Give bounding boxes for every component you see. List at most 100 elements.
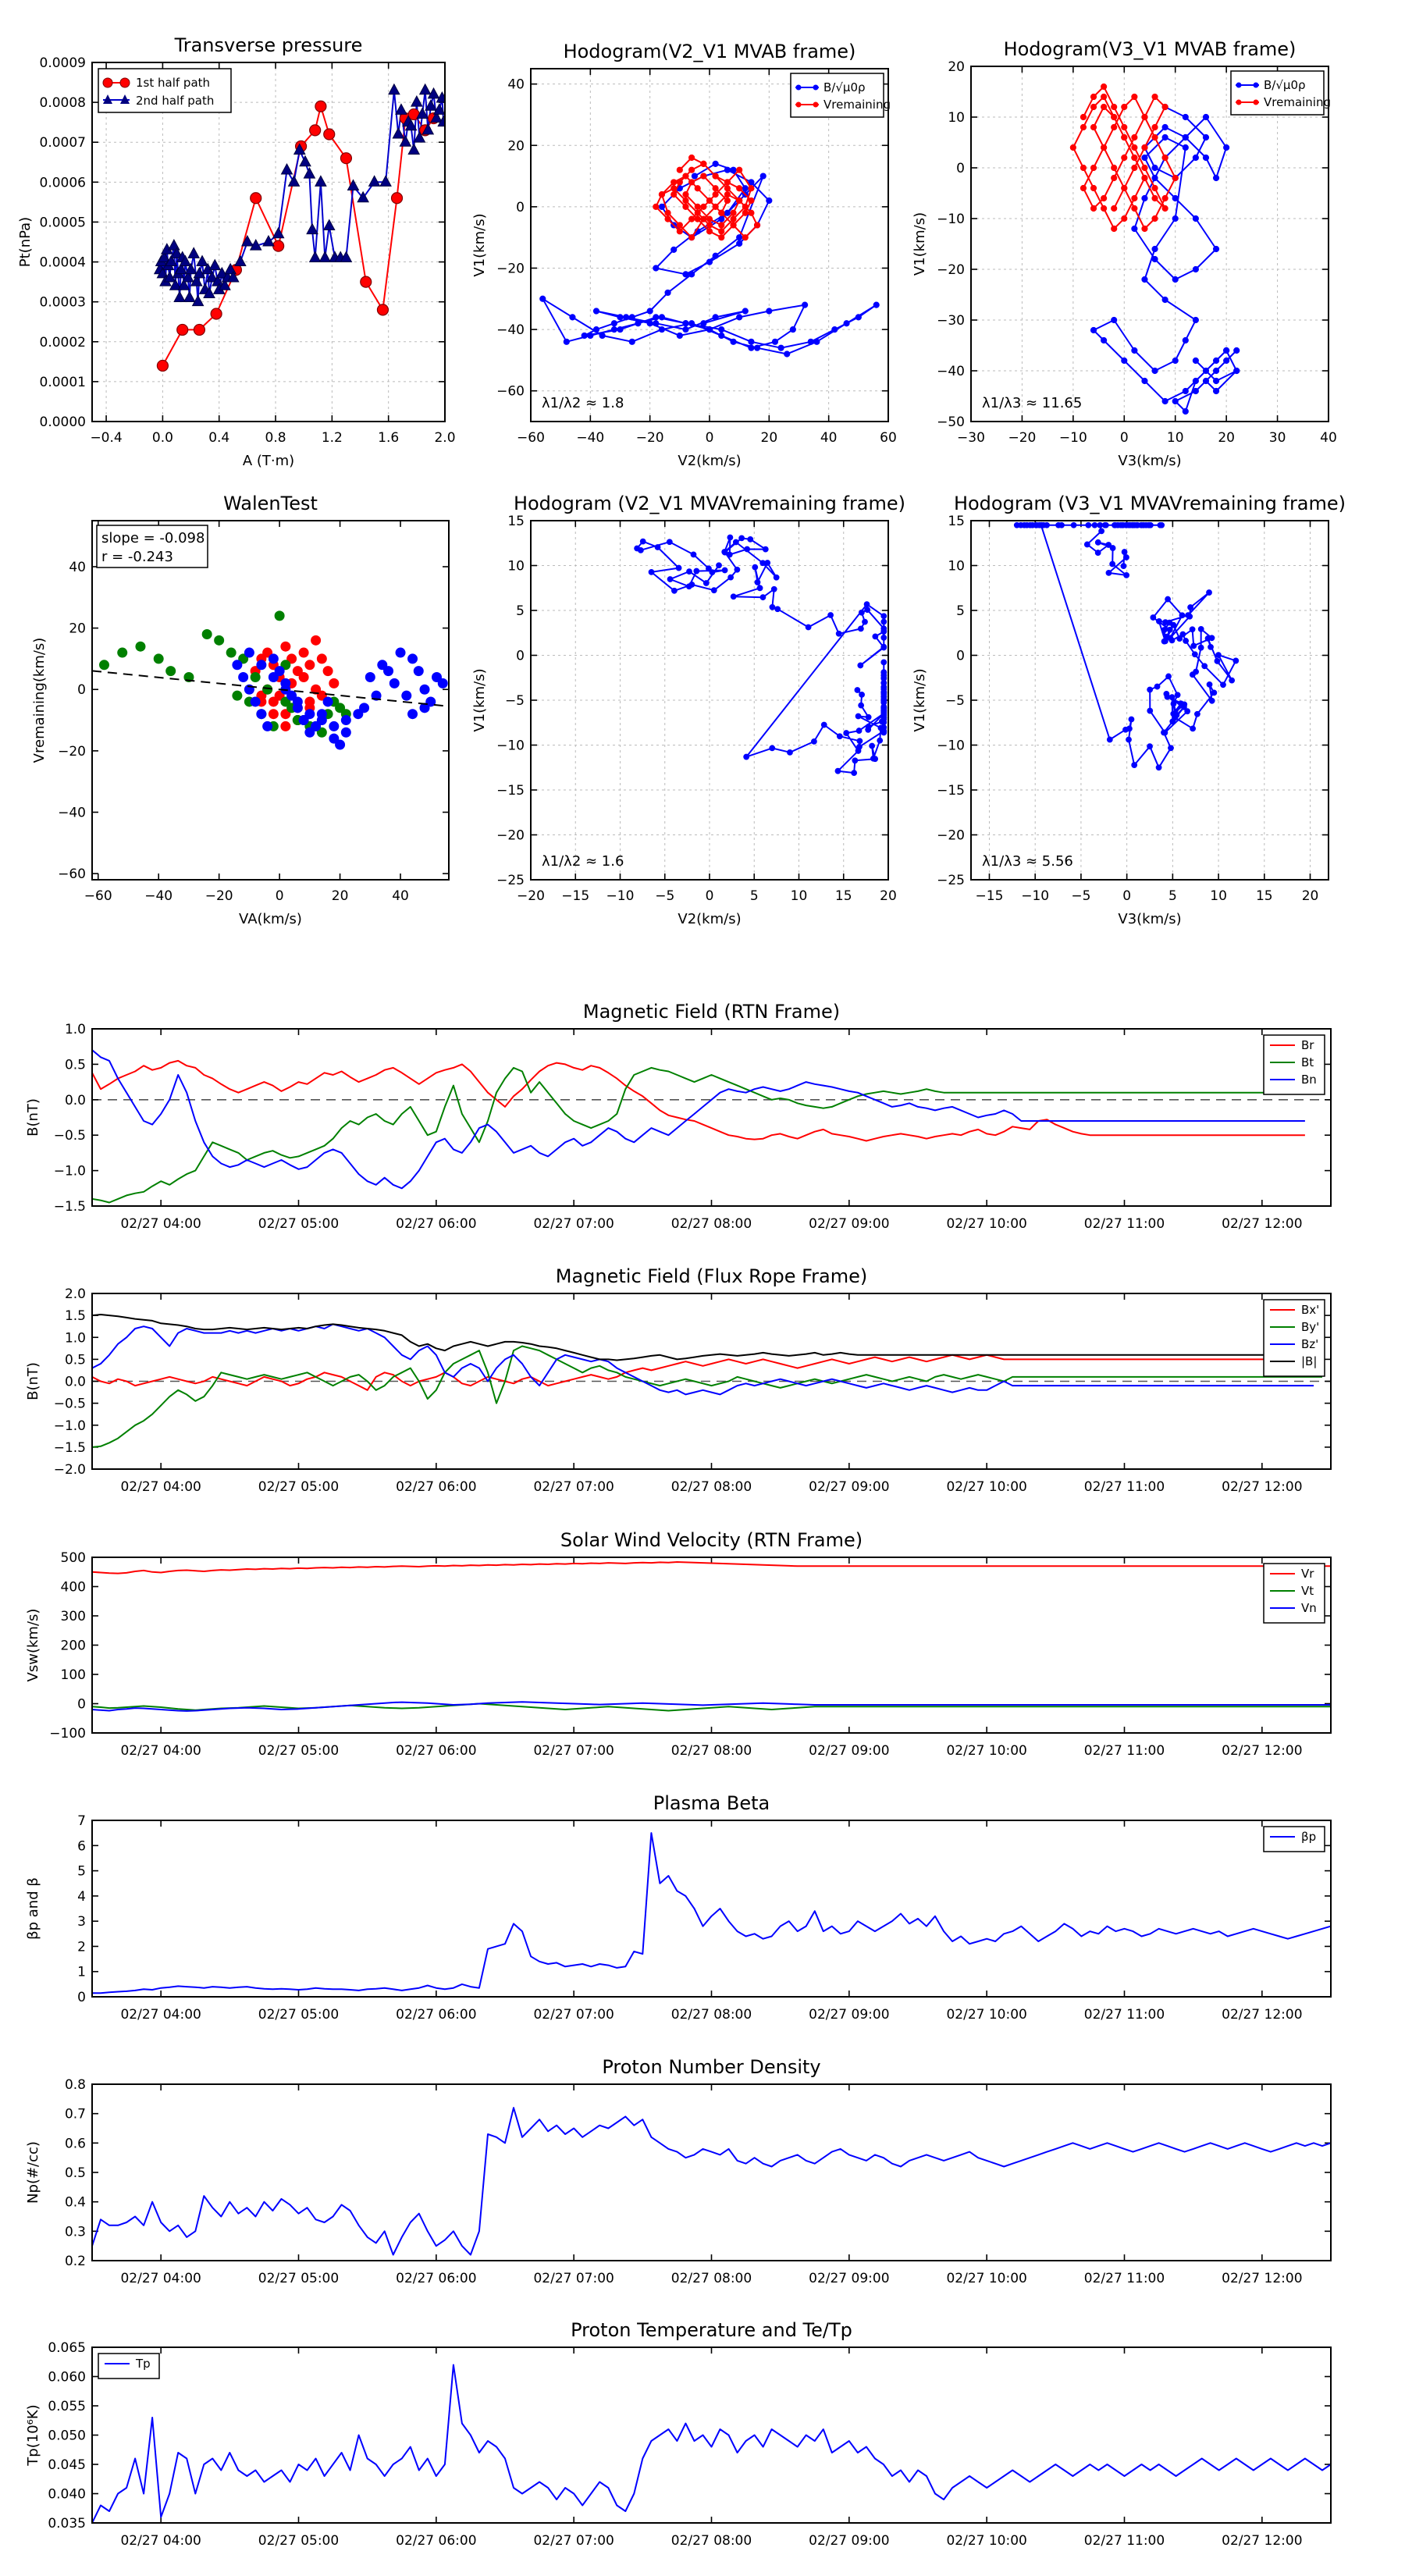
hodogram-point — [732, 539, 739, 546]
hodogram-point — [653, 203, 660, 210]
y-tick-label: 0.060 — [48, 2370, 86, 2386]
hodogram-point — [1083, 541, 1090, 548]
data-point-2nd-half — [179, 254, 192, 267]
y-tick-label: −1.5 — [54, 1440, 86, 1456]
legend-label: |B| — [1301, 1354, 1317, 1368]
plot-area — [153, 83, 445, 372]
y-axis-label: βp and β — [25, 1877, 41, 1940]
hodogram-point — [862, 618, 868, 625]
hodogram-point — [1182, 144, 1189, 151]
data-point-1st-half — [193, 323, 206, 336]
hodogram-point — [1106, 736, 1113, 743]
chart-walen: WalenTest −60 −40 −20 0 20 40 −60 −40 −20 0 20 40 VA(… — [31, 493, 450, 927]
x-tick-label: 02/27 08:00 — [671, 2007, 752, 2023]
data-point-2nd-half — [183, 290, 196, 303]
hodogram-point — [1151, 194, 1158, 202]
hodogram-point — [1156, 618, 1162, 624]
hodogram-point — [742, 209, 749, 216]
hodogram-point — [864, 607, 871, 614]
data-point-2nd-half — [287, 175, 301, 187]
hodogram-point — [1111, 164, 1118, 172]
y-tick-label: −50 — [937, 415, 965, 430]
hodogram-point — [1212, 245, 1220, 253]
hodogram-point — [1085, 521, 1092, 528]
hodogram-point — [880, 635, 887, 641]
hodogram-point — [1126, 521, 1132, 528]
hodogram-point — [880, 659, 887, 666]
hodogram-point — [1090, 205, 1097, 212]
hodogram-point — [1112, 521, 1119, 528]
y-tick-label: 0 — [77, 1697, 86, 1713]
hodogram-point — [811, 738, 817, 745]
y-tick-label: 10 — [948, 110, 965, 126]
hodogram-point — [1105, 569, 1112, 576]
y-tick-label: 0.0001 — [40, 375, 86, 390]
hodogram-point — [831, 326, 838, 333]
hodogram-point — [1154, 683, 1161, 690]
hodogram-point — [870, 755, 877, 762]
legend-label: 1st half path — [136, 76, 210, 90]
hodogram-point — [670, 191, 678, 198]
hodogram-point — [880, 710, 887, 717]
walen-point — [268, 709, 279, 720]
x-tick-label: 02/27 08:00 — [671, 2533, 752, 2549]
hodogram-point — [702, 580, 710, 586]
hodogram-point — [1141, 113, 1148, 121]
hodogram-point — [1090, 93, 1097, 101]
hodogram-point — [777, 344, 784, 351]
hodogram-point — [706, 222, 713, 229]
hodogram-point — [1151, 255, 1158, 263]
data-point-2nd-half — [208, 258, 222, 271]
chart-brtn: Magnetic Field (RTN Frame) −1.5 −1.0 −0.5 0.… — [25, 1001, 1332, 1232]
hodogram-point — [1182, 133, 1189, 141]
hodogram-point — [676, 228, 683, 235]
hodogram-point — [1202, 367, 1210, 375]
data-point-2nd-half — [226, 270, 240, 283]
hodogram-point — [1192, 377, 1199, 385]
data-point-2nd-half — [249, 239, 262, 251]
hodogram-point — [753, 344, 761, 351]
hodogram-point — [694, 209, 701, 216]
hodogram-point — [736, 185, 743, 192]
hodogram-point — [1111, 225, 1118, 233]
hodogram-point — [730, 209, 737, 216]
hodogram-point — [569, 314, 576, 321]
hodogram-point — [769, 603, 776, 610]
hodogram-point — [748, 344, 755, 351]
stats-line: slope = -0.098 — [101, 530, 205, 546]
x-tick-label: 02/27 06:00 — [396, 2271, 476, 2286]
hodogram-point — [1141, 154, 1148, 162]
x-tick-label: −10 — [1059, 430, 1087, 446]
y-tick-label: −100 — [49, 1726, 86, 1742]
x-tick-label: 02/27 09:00 — [809, 2007, 889, 2023]
hodogram-point — [1131, 205, 1138, 212]
hodogram-point — [1151, 164, 1158, 172]
hodogram-point — [1037, 521, 1044, 528]
data-point-2nd-half — [430, 111, 443, 123]
x-tick-label: 02/27 12:00 — [1222, 1743, 1302, 1759]
x-tick-label: −20 — [636, 430, 664, 446]
y-tick-label: 0.0000 — [40, 415, 86, 430]
data-point-2nd-half — [170, 247, 183, 258]
x-tick-label: −10 — [606, 888, 635, 904]
hodogram-point — [718, 234, 725, 241]
hodogram-point — [1212, 174, 1220, 182]
chart-title: Hodogram(V3_V1 MVAB frame) — [1004, 38, 1297, 60]
y-tick-label: 40 — [507, 77, 525, 93]
y-tick-label: 0.0003 — [40, 295, 86, 311]
hodogram-point — [688, 215, 695, 222]
series-line-Tp — [92, 2364, 1331, 2523]
hodogram-point — [805, 624, 812, 631]
hodogram-point — [1121, 103, 1128, 111]
hodogram-point — [769, 745, 776, 752]
y-tick-label: 15 — [948, 514, 965, 529]
hodogram-point — [721, 567, 728, 574]
x-tick-label: 20 — [1218, 430, 1235, 446]
chart-tp: Transverse pressure 0.0000 0.0001 0.0002 0.0… — [17, 34, 456, 469]
y-tick-label: 5 — [956, 603, 965, 619]
x-tick-label: 02/27 09:00 — [809, 1743, 889, 1759]
data-point-2nd-half — [347, 179, 360, 190]
hodogram-point — [1204, 635, 1211, 642]
walen-point — [268, 653, 279, 664]
hodogram-point — [1080, 123, 1087, 131]
